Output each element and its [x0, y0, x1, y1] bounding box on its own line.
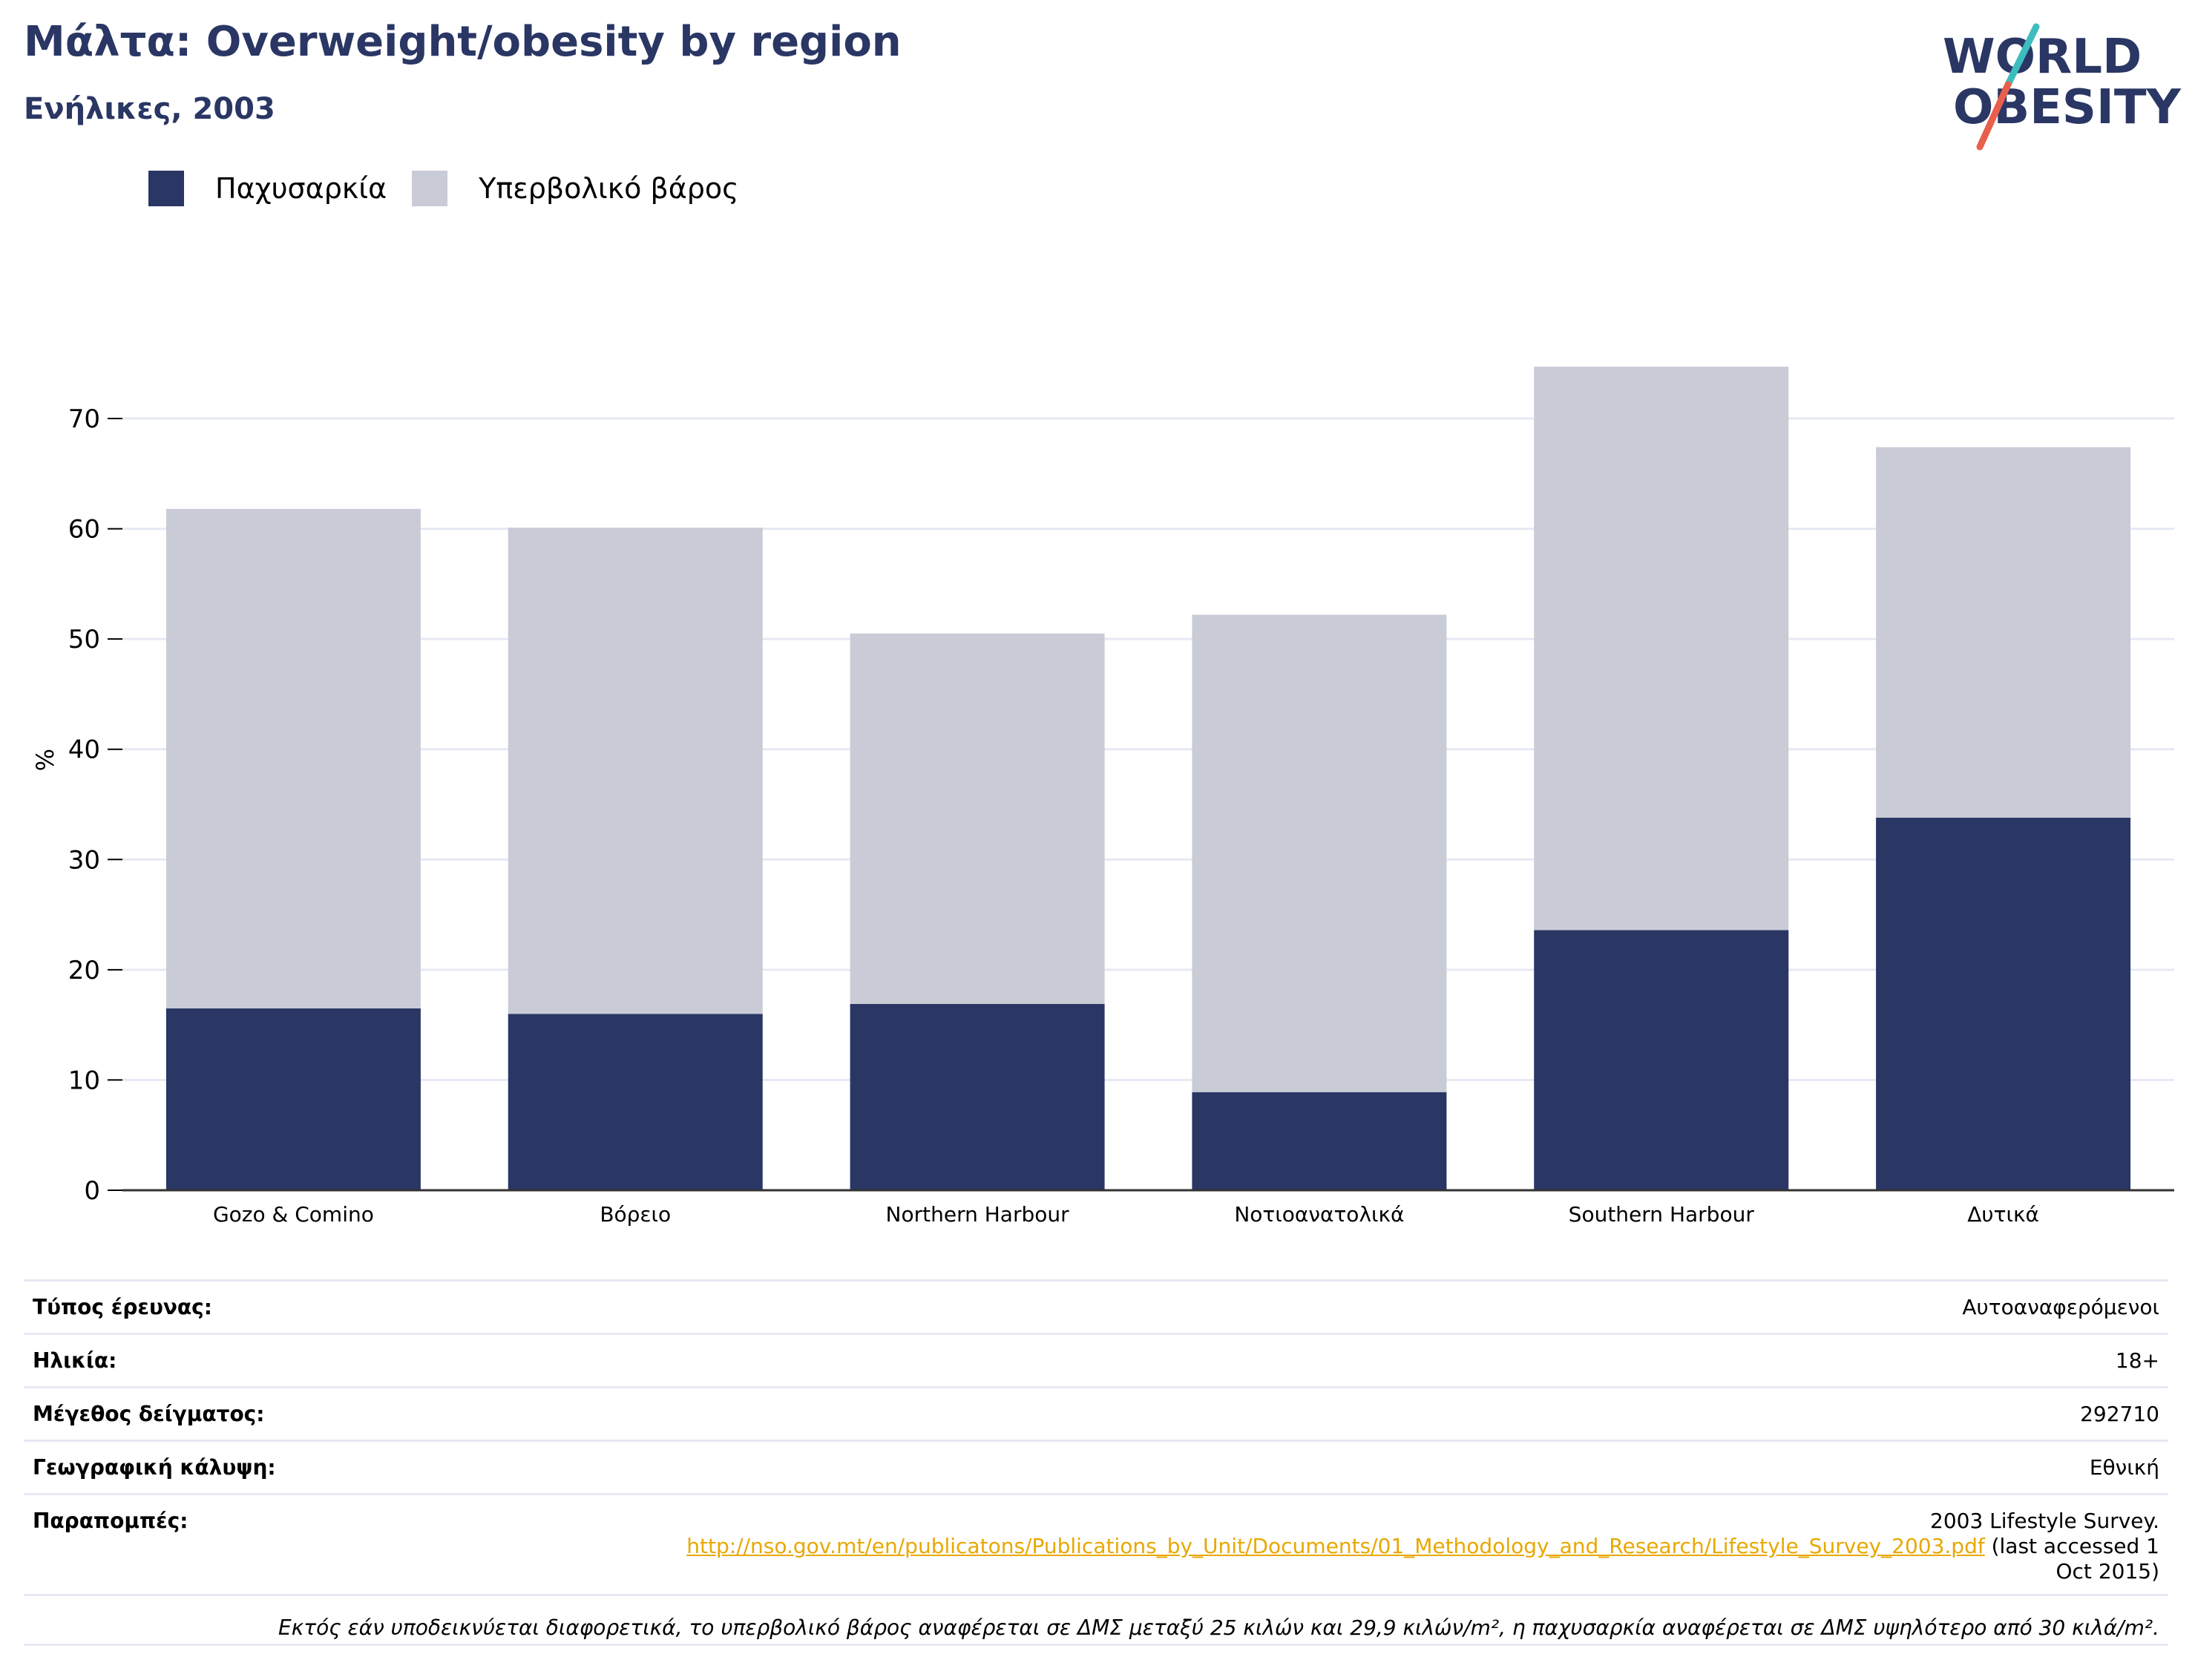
legend-label-obesity: Παχυσαρκία [215, 172, 387, 205]
bar-overweight [508, 528, 763, 1014]
x-tick-label: Βόρειο [600, 1202, 671, 1227]
bar-overweight [165, 508, 421, 1008]
bar-overweight [1192, 614, 1447, 1092]
bar-obesity [850, 1003, 1105, 1190]
info-value: Αυτοαναφερόμενοι [1962, 1295, 2159, 1319]
y-tick-label: 40 [68, 735, 100, 765]
bar-overweight [1876, 447, 2131, 818]
logo-slash-bottom [1976, 81, 2012, 151]
chart-subtitle: Ενήλικες, 2003 [24, 92, 275, 126]
info-row-sample-size: Μέγεθος δείγματος: 292710 [24, 1386, 2168, 1440]
info-row-survey-type: Τύπος έρευνας: Αυτοαναφερόμενοι [24, 1279, 2168, 1333]
bar-obesity [1192, 1092, 1447, 1190]
x-tick-label: Southern Harbour [1569, 1202, 1755, 1227]
info-row-coverage: Γεωγραφική κάλυψη: Εθνική [24, 1440, 2168, 1493]
x-tick-label: Gozo & Comino [213, 1202, 374, 1227]
y-tick-label: 20 [68, 956, 100, 985]
reference-link[interactable]: http://nso.gov.mt/en/publicatons/Publica… [686, 1534, 1985, 1558]
x-tick-label: Northern Harbour [886, 1202, 1070, 1227]
bar-obesity [1534, 930, 1789, 1190]
y-tick-label: 70 [68, 404, 100, 434]
legend-swatch-overweight [412, 171, 448, 206]
legend-swatch-obesity [148, 171, 184, 206]
logo-line1: WORLD [1943, 30, 2142, 85]
info-row-age: Ηλικία: 18+ [24, 1333, 2168, 1386]
world-obesity-logo: WORLD OBESITY [1943, 23, 2181, 151]
logo-slash-top [2004, 23, 2040, 88]
reference-title: 2003 Lifestyle Survey. [1930, 1509, 2159, 1533]
reference-date: Oct 2015) [2055, 1559, 2160, 1584]
y-axis-label: % [31, 749, 59, 771]
y-tick-label: 0 [84, 1176, 100, 1206]
legend-label-overweight: Υπερβολικό βάρος [479, 172, 739, 205]
info-row-references: Παραπομπές: 2003 Lifestyle Survey. http:… [24, 1493, 2168, 1594]
chart-legend: Παχυσαρκία Υπερβολικό βάρος [148, 171, 764, 206]
reference-access: (last accessed 1 [1984, 1534, 2159, 1558]
info-value: 18+ [2115, 1348, 2159, 1373]
info-key: Μέγεθος δείγματος: [33, 1402, 265, 1426]
legend-item-obesity: Παχυσαρκία [148, 171, 387, 206]
survey-info-table: Τύπος έρευνας: Αυτοαναφερόμενοι Ηλικία: … [24, 1279, 2168, 1646]
definition-note: Εκτός εάν υποδεικνύεται διαφορετικά, το … [24, 1594, 2168, 1646]
x-tick-label: Δυτικά [1967, 1202, 2039, 1227]
x-tick-label: Νοτιοανατολικά [1234, 1202, 1404, 1227]
info-key: Γεωγραφική κάλυψη: [33, 1455, 276, 1480]
info-key: Παραπομπές: [33, 1509, 188, 1533]
info-key: Ηλικία: [33, 1348, 117, 1373]
info-key: Τύπος έρευνας: [33, 1295, 212, 1319]
y-tick-label: 10 [68, 1066, 100, 1095]
bar-obesity [1876, 817, 2131, 1190]
info-value: Εθνική [2089, 1455, 2159, 1480]
bar-chart: 0 10 20 30 40 50 60 70 Gozo & Comino Βόρειο Northe… [31, 367, 2174, 1227]
y-tick-label: 60 [68, 515, 100, 545]
legend-item-overweight: Υπερβολικό βάρος [412, 171, 738, 206]
info-value: 292710 [2080, 1402, 2159, 1426]
references-value: 2003 Lifestyle Survey. http://nso.gov.mt… [686, 1509, 2159, 1594]
y-tick-label: 50 [68, 625, 100, 654]
chart-title: Μάλτα: Overweight/obesity by region [24, 18, 902, 66]
y-tick-label: 30 [68, 845, 100, 875]
bar-overweight [1534, 367, 1789, 931]
bar-obesity [165, 1008, 421, 1190]
bar-obesity [508, 1014, 763, 1190]
bar-overweight [850, 633, 1105, 1004]
